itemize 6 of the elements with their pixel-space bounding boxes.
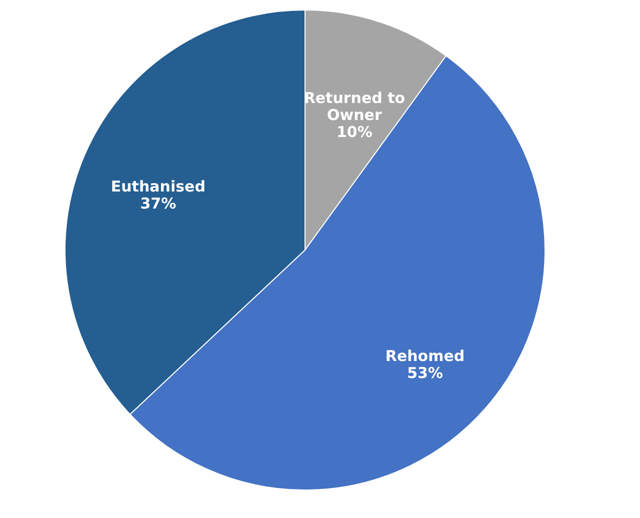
slice-label: Returned to Owner	[304, 88, 406, 124]
data-label: 37%	[140, 194, 176, 212]
slice-label: Rehomed	[385, 346, 465, 365]
slice-label: Euthanised	[110, 177, 206, 196]
data-label: 10%	[336, 122, 372, 141]
data-label: 53%	[407, 364, 443, 382]
